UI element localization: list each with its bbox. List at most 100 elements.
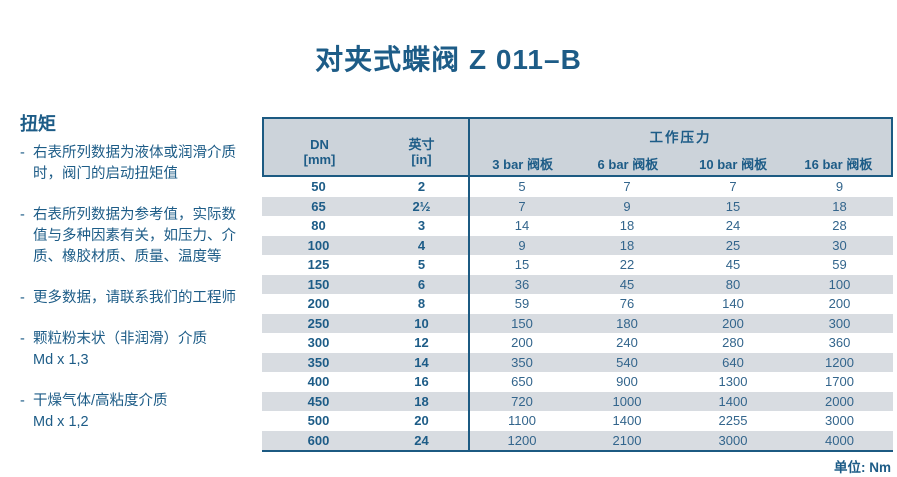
col-header-16bar: 16 bar 阀板 <box>804 157 873 172</box>
table-row: 600 24 1200 2100 3000 4000 <box>262 430 893 450</box>
cell-value: 100 <box>828 276 851 292</box>
cell-dn: 600 <box>307 432 330 448</box>
cell-inch: 2 <box>417 179 426 195</box>
cell-dn: 50 <box>311 179 326 195</box>
cell-value: 720 <box>468 391 574 411</box>
cell-dn: 200 <box>307 296 330 312</box>
cell-value: 200 <box>468 333 574 353</box>
cell-inch: 2½ <box>412 198 431 214</box>
cell-value: 180 <box>616 315 638 331</box>
cell-value: 45 <box>725 257 741 273</box>
note-item: - 右表所列数据为参考值，实际数 值与多种因素有关，如压力、介 质、橡胶材质、质… <box>20 205 262 268</box>
cell-value: 76 <box>619 296 635 312</box>
cell-value: 3000 <box>718 432 748 448</box>
cell-value: 200 <box>828 296 851 312</box>
cell-value: 80 <box>725 276 741 292</box>
cell-value: 1100 <box>468 411 574 431</box>
cell-dn: 65 <box>311 198 326 214</box>
cell-value: 150 <box>468 313 574 333</box>
cell-inch: 20 <box>414 413 429 429</box>
cell-value: 7 <box>623 179 631 195</box>
cell-value: 900 <box>616 374 638 390</box>
cell-value: 1300 <box>718 374 748 390</box>
cell-value: 7 <box>468 196 574 216</box>
note-text: 颗粒粉末状（非润滑）介质 Md x 1,3 <box>33 331 207 368</box>
cell-value: 59 <box>832 257 847 273</box>
cell-value: 1400 <box>718 393 748 409</box>
cell-value: 59 <box>468 294 574 314</box>
table-row: 250 10 150 180 200 300 <box>262 313 893 333</box>
col-header-inch: 英寸 [in] <box>408 136 435 167</box>
cell-value: 7 <box>729 179 737 195</box>
cell-value: 18 <box>619 218 635 234</box>
cell-value: 18 <box>619 237 635 253</box>
cell-dn: 80 <box>311 218 326 234</box>
cell-value: 350 <box>468 352 574 372</box>
cell-value: 200 <box>722 315 744 331</box>
cell-value: 14 <box>468 216 574 236</box>
col-header-3bar: 3 bar 阀板 <box>492 157 553 172</box>
table-row: 150 6 36 45 80 100 <box>262 274 893 294</box>
cell-value: 1000 <box>612 393 642 409</box>
cell-value: 22 <box>619 257 635 273</box>
table-row: 450 18 720 1000 1400 2000 <box>262 391 893 411</box>
cell-value: 1700 <box>825 374 854 390</box>
cell-value: 650 <box>468 372 574 392</box>
table-row: 65 2½ 7 9 15 18 <box>262 196 893 216</box>
cell-value: 2100 <box>612 432 642 448</box>
sidebar-heading: 扭矩 <box>20 114 56 134</box>
cell-value: 140 <box>722 296 744 312</box>
cell-inch: 14 <box>414 354 429 370</box>
cell-value: 300 <box>828 315 851 331</box>
cell-value: 25 <box>725 237 741 253</box>
table-header-pressure-group: 工作压力 3 bar 阀板 6 bar 阀板 10 bar 阀板 16 bar … <box>468 119 891 175</box>
note-item: - 颗粒粉末状（非润滑）介质 Md x 1,3 <box>20 329 262 371</box>
cell-value: 45 <box>619 276 635 292</box>
bullet-dash: - <box>20 331 25 347</box>
cell-inch: 18 <box>414 393 429 409</box>
torque-table: DN [mm] 英寸 [in] 工作压力 3 bar 阀板 6 bar 阀板 1… <box>262 117 893 476</box>
bullet-dash: - <box>20 145 25 161</box>
cell-value: 36 <box>468 274 574 294</box>
col-header-dn: DN [mm] <box>303 136 336 167</box>
cell-value: 18 <box>832 198 847 214</box>
cell-value: 540 <box>616 354 638 370</box>
cell-value: 1200 <box>468 430 574 450</box>
cell-inch: 12 <box>414 335 429 351</box>
cell-dn: 450 <box>307 393 330 409</box>
cell-value: 15 <box>468 255 574 275</box>
cell-value: 5 <box>468 177 574 197</box>
cell-value: 360 <box>828 335 851 351</box>
cell-value: 280 <box>722 335 744 351</box>
cell-value: 15 <box>725 198 741 214</box>
note-item: - 右表所列数据为液体或润滑介质 时，阀门的启动扭矩值 <box>20 143 262 185</box>
table-row: 500 20 1100 1400 2255 3000 <box>262 411 893 431</box>
table-header-left: DN [mm] 英寸 [in] <box>264 119 468 175</box>
pressure-col-headers: 3 bar 阀板 6 bar 阀板 10 bar 阀板 16 bar 阀板 <box>470 146 891 175</box>
table-row: 300 12 200 240 280 360 <box>262 333 893 353</box>
cell-value: 640 <box>722 354 744 370</box>
col-header-10bar: 10 bar 阀板 <box>699 157 768 172</box>
note-text: 右表所列数据为参考值，实际数 值与多种因素有关，如压力、介 质、橡胶材质、质量、… <box>33 207 236 265</box>
table-row: 350 14 350 540 640 1200 <box>262 352 893 372</box>
cell-inch: 16 <box>414 374 429 390</box>
note-item: - 干燥气体/高粘度介质 Md x 1,2 <box>20 391 262 433</box>
note-text: 干燥气体/高粘度介质 Md x 1,2 <box>33 393 168 430</box>
cell-inch: 8 <box>417 296 426 312</box>
cell-inch: 10 <box>414 315 429 331</box>
unit-note: 单位: Nm <box>834 460 891 475</box>
col-header-6bar: 6 bar 阀板 <box>597 157 659 172</box>
cell-value: 30 <box>832 237 847 253</box>
cell-inch: 5 <box>417 257 426 273</box>
table-header: DN [mm] 英寸 [in] 工作压力 3 bar 阀板 6 bar 阀板 1… <box>262 117 893 177</box>
cell-value: 1400 <box>612 413 642 429</box>
cell-dn: 125 <box>307 257 330 273</box>
cell-value: 9 <box>835 179 844 195</box>
cell-dn: 350 <box>307 354 330 370</box>
table-row: 200 8 59 76 140 200 <box>262 294 893 314</box>
cell-value: 2255 <box>718 413 748 429</box>
cell-value: 9 <box>623 198 631 214</box>
table-row: 80 3 14 18 24 28 <box>262 216 893 236</box>
bullet-dash: - <box>20 393 25 409</box>
